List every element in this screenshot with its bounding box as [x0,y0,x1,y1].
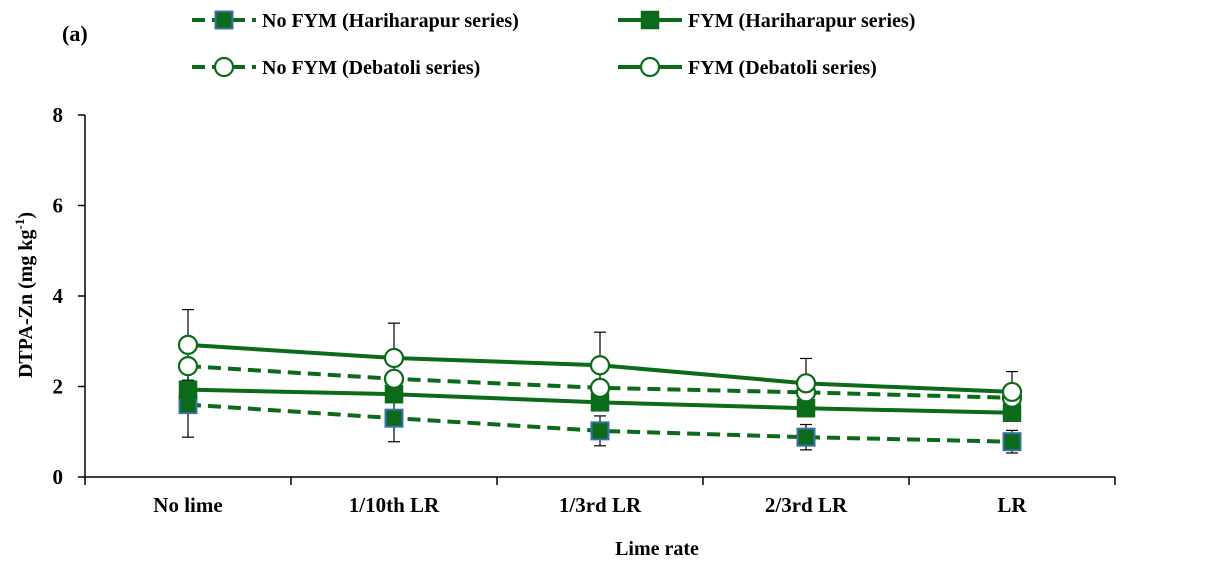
panel-label: (a) [62,21,88,46]
legend-label: No FYM (Hariharapur series) [262,10,519,32]
legend-marker-fym-debatoli-series [639,56,661,78]
data-point-fym-debatoli-series [795,373,817,394]
legend: No FYM (Hariharapur series) FYM (Harihara… [192,10,915,79]
legend-label: FYM (Debatoli series) [688,57,877,79]
y-ticks: 0 2 4 6 8 [53,103,85,489]
legend-label: No FYM (Debatoli series) [262,57,480,79]
y-tick-label: 8 [53,103,64,127]
y-axis-title-close: ) [15,212,37,219]
data-point-no-fym-hariharapur-series [796,427,816,447]
x-tick-label: 1/10th LR [349,493,440,517]
data-point-fym-debatoli-series [1001,381,1023,403]
data-point-no-fym-hariharapur-series [590,421,610,441]
y-tick-label: 4 [53,284,64,308]
y-axis-title-sup: -1 [12,219,27,230]
legend-marker-no-fym-hariharapur-series [214,10,234,30]
x-ticks: No lime 1/10th LR 1/3rd LR 2/3rd LR LR [84,477,1116,517]
y-tick-label: 0 [53,465,64,489]
x-axis-title: Lime rate [615,538,699,560]
data-point-no-fym-hariharapur-series [1002,432,1022,452]
y-tick-label: 6 [53,194,64,218]
data-point-fym-hariharapur-series [178,380,198,399]
y-axis-title: DTPA-Zn (mg kg-1) [12,212,37,378]
data-point-no-fym-debatoli-series [589,377,611,398]
legend-label: FYM (Hariharapur series) [688,10,915,32]
x-tick-label: No lime [153,493,222,517]
y-axis-title-main: DTPA-Zn (mg kg [15,229,37,378]
y-tick-label: 2 [53,375,64,399]
data-point-fym-debatoli-series [177,334,199,355]
series-markers [177,334,1023,452]
x-tick-label: LR [997,493,1027,517]
data-point-no-fym-debatoli-series [177,356,199,377]
x-tick-label: 1/3rd LR [559,493,642,517]
data-point-no-fym-debatoli-series [383,368,405,389]
x-tick-label: 2/3rd LR [765,493,848,517]
data-point-no-fym-hariharapur-series [384,408,404,428]
data-point-fym-debatoli-series [589,355,611,376]
legend-marker-no-fym-debatoli-series [213,56,235,78]
legend-marker-fym-hariharapur-series [640,10,660,30]
data-point-fym-debatoli-series [383,347,405,369]
